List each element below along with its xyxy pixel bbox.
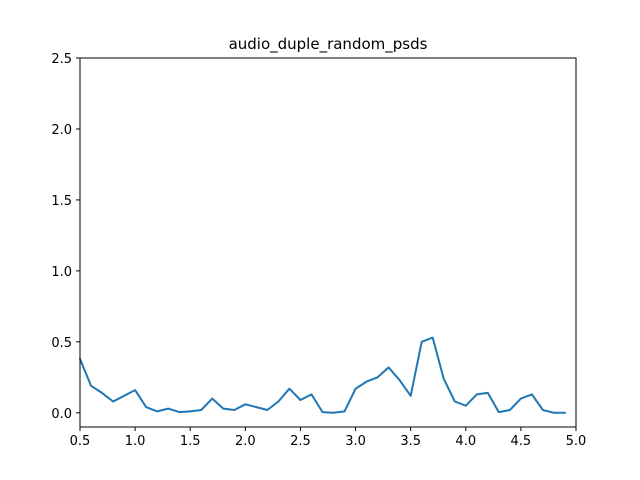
y-tick-label: 1.5 (51, 194, 72, 209)
y-tick-label: 1.0 (51, 265, 72, 280)
x-tick-label: 1.5 (180, 434, 201, 449)
y-tick-label: 0.0 (51, 407, 72, 422)
x-tick-label: 4.0 (455, 434, 476, 449)
x-tick-label: 3.0 (345, 434, 366, 449)
x-tick-label: 2.0 (235, 434, 256, 449)
y-axis: 0.0 0.5 1.0 1.5 2.0 2.5 (51, 52, 80, 422)
x-tick-label: 1.0 (125, 434, 146, 449)
x-axis: 0.5 1.0 1.5 2.0 2.5 3.0 3.5 4.0 4.5 5.0 (70, 427, 587, 449)
y-tick-label: 2.0 (51, 123, 72, 138)
chart-title: audio_duple_random_psds (229, 35, 428, 54)
y-tick-label: 0.5 (51, 336, 72, 351)
x-tick-label: 2.5 (290, 434, 311, 449)
y-tick-label: 2.5 (51, 52, 72, 67)
plot-frame (79, 57, 577, 428)
x-tick-label: 4.5 (511, 434, 532, 449)
x-tick-label: 0.5 (70, 434, 91, 449)
x-tick-label: 3.5 (400, 434, 421, 449)
series-line (79, 336, 566, 414)
x-tick-label: 5.0 (566, 434, 587, 449)
